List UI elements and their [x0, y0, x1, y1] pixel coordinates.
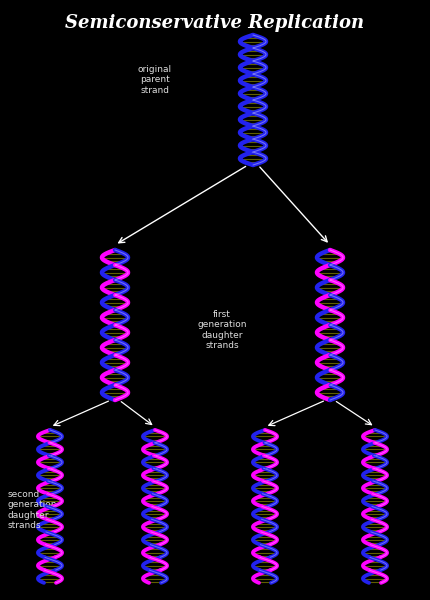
Text: second
generation
daughter
strands: second generation daughter strands [8, 490, 57, 530]
Text: original
parent
strand: original parent strand [138, 65, 172, 95]
Text: Semiconservative Replication: Semiconservative Replication [65, 14, 364, 32]
Text: first
generation
daughter
strands: first generation daughter strands [197, 310, 246, 350]
